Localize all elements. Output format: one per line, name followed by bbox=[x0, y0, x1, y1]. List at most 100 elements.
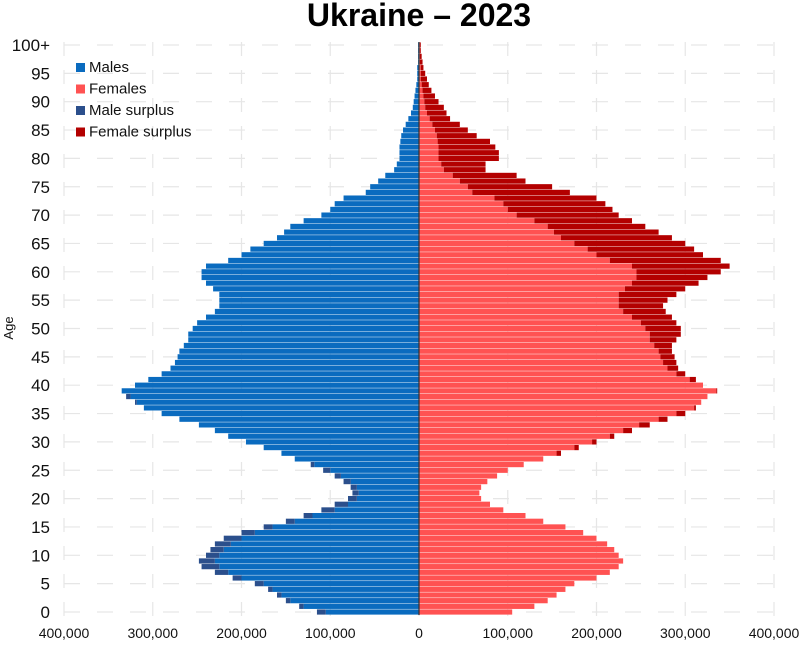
male-surplus-bar bbox=[316, 609, 326, 615]
male-surplus-bar bbox=[348, 495, 357, 502]
male-bar bbox=[370, 184, 419, 190]
male-bar bbox=[417, 70, 419, 76]
female-bar bbox=[419, 195, 495, 201]
female-surplus-bar bbox=[419, 48, 421, 54]
male-surplus-bar bbox=[334, 473, 341, 479]
male-bar bbox=[228, 257, 419, 264]
y-tick-label: 80 bbox=[31, 149, 50, 168]
female-bar bbox=[419, 65, 421, 71]
male-surplus-bar bbox=[263, 524, 273, 530]
female-bar bbox=[419, 513, 526, 519]
male-surplus-bar bbox=[350, 484, 357, 490]
female-bar bbox=[419, 410, 677, 417]
y-tick-label: 0 bbox=[41, 603, 50, 622]
female-bar bbox=[419, 87, 423, 93]
female-surplus-bar bbox=[592, 439, 597, 445]
y-tick-label: 45 bbox=[31, 348, 50, 367]
female-bar bbox=[419, 575, 597, 581]
female-surplus-bar bbox=[609, 257, 721, 264]
female-bar bbox=[419, 530, 584, 536]
female-bar bbox=[419, 439, 593, 445]
male-bar bbox=[417, 76, 419, 82]
female-bar bbox=[419, 507, 504, 513]
female-surplus-bar bbox=[507, 206, 613, 213]
female-bar bbox=[419, 201, 504, 207]
male-surplus-bar bbox=[214, 569, 229, 575]
female-bar bbox=[419, 501, 490, 507]
female-bar bbox=[419, 405, 695, 411]
y-tick-label: 5 bbox=[41, 575, 50, 594]
male-bar bbox=[416, 82, 419, 88]
y-tick-label: 35 bbox=[31, 405, 50, 424]
female-surplus-bar bbox=[632, 280, 699, 286]
female-surplus-bar bbox=[618, 303, 664, 309]
female-bar bbox=[419, 133, 437, 139]
female-surplus-bar bbox=[420, 65, 424, 71]
female-surplus-bar bbox=[676, 371, 686, 377]
female-bar bbox=[419, 541, 608, 547]
female-bar bbox=[419, 569, 610, 575]
female-bar bbox=[419, 433, 610, 439]
male-bar bbox=[219, 303, 419, 309]
y-tick-label: 10 bbox=[31, 546, 50, 565]
female-bar bbox=[419, 104, 426, 110]
female-surplus-bar bbox=[689, 376, 696, 383]
male-bar bbox=[399, 155, 419, 162]
male-bar bbox=[417, 65, 419, 71]
x-tick-label: 300,000 bbox=[660, 625, 711, 641]
male-surplus-bar bbox=[126, 393, 131, 400]
male-bar bbox=[192, 325, 419, 332]
legend-label: Females bbox=[89, 81, 147, 98]
female-bar bbox=[419, 473, 498, 479]
male-bar bbox=[413, 99, 419, 105]
female-surplus-bar bbox=[425, 104, 444, 110]
female-bar bbox=[419, 456, 544, 462]
female-surplus-bar bbox=[438, 144, 496, 150]
male-bar bbox=[290, 223, 419, 230]
male-bar bbox=[330, 206, 419, 213]
female-bar bbox=[419, 552, 619, 558]
male-bar bbox=[399, 144, 419, 150]
female-surplus-bar bbox=[420, 76, 427, 82]
female-bar bbox=[419, 359, 664, 366]
female-bar bbox=[419, 161, 442, 167]
male-surplus-bar bbox=[277, 592, 282, 598]
female-bar bbox=[419, 320, 641, 326]
female-surplus-bar bbox=[663, 359, 677, 366]
male-bar bbox=[350, 478, 419, 485]
legend-label: Male surplus bbox=[89, 102, 174, 119]
male-bar bbox=[272, 586, 419, 592]
female-bar bbox=[419, 524, 566, 530]
male-bar bbox=[206, 263, 419, 269]
female-surplus-bar bbox=[516, 212, 619, 218]
male-surplus-bar bbox=[210, 547, 224, 553]
y-tick-label: 15 bbox=[31, 518, 50, 537]
female-bar bbox=[419, 416, 659, 422]
male-bar bbox=[281, 450, 419, 456]
male-bar bbox=[414, 93, 419, 99]
male-surplus-bar bbox=[352, 490, 359, 496]
male-bar bbox=[412, 104, 419, 110]
female-surplus-bar bbox=[618, 291, 677, 298]
female-bar bbox=[419, 535, 597, 541]
x-tick-label: 400,000 bbox=[39, 625, 90, 641]
male-bar bbox=[356, 495, 419, 502]
female-surplus-bar bbox=[596, 252, 703, 258]
y-tick-label: 40 bbox=[31, 376, 50, 395]
female-surplus-bar bbox=[645, 325, 681, 332]
legend-swatch bbox=[76, 127, 85, 137]
male-surplus-bar bbox=[334, 501, 348, 507]
female-bar bbox=[419, 274, 637, 281]
bars bbox=[121, 42, 730, 615]
male-bar bbox=[385, 172, 419, 179]
female-bar bbox=[419, 269, 637, 275]
male-bar bbox=[277, 235, 419, 241]
y-tick-label: 65 bbox=[31, 234, 50, 253]
female-bar bbox=[419, 93, 424, 99]
male-bar bbox=[281, 592, 419, 598]
male-bar bbox=[340, 473, 419, 479]
male-bar bbox=[284, 229, 419, 235]
male-bar bbox=[179, 416, 419, 422]
female-bar bbox=[419, 444, 575, 451]
